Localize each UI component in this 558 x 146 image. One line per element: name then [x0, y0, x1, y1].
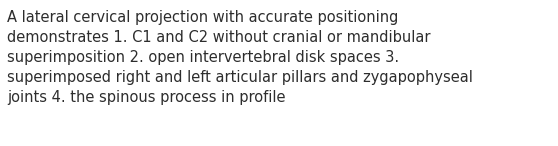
Text: A lateral cervical projection with accurate positioning
demonstrates 1. C1 and C: A lateral cervical projection with accur… [7, 10, 473, 105]
